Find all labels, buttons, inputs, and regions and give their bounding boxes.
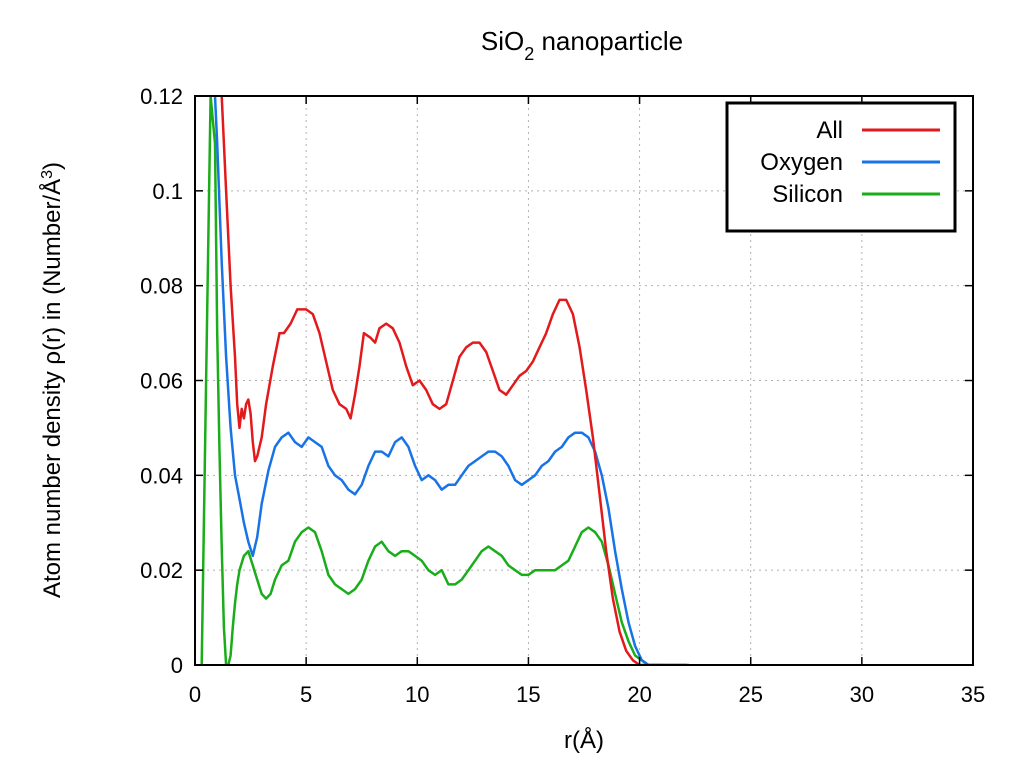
legend-label-oxygen: Oxygen — [760, 149, 843, 176]
chart-title: SiO2 nanoparticle — [481, 26, 683, 64]
chart-title-main: SiO — [481, 26, 524, 56]
x-axis-title: r(Å) — [564, 726, 604, 754]
axes: 0 5 10 15 20 25 30 35 0 0.02 0.04 0.06 0.08 0.1 0.12 — [140, 84, 985, 707]
legend-items: All Oxygen Silicon — [760, 117, 940, 208]
chart-title-subscript: 2 — [524, 44, 534, 64]
y-axis-title-superscript: 3 — [39, 170, 56, 179]
y-axis-title: Atom number density ρ(r) in (Number/Å3) — [38, 162, 66, 598]
plot-frame — [194, 95, 974, 666]
x-tick-label: 35 — [961, 682, 985, 707]
y-tick-label: 0.06 — [140, 369, 183, 394]
series-line-oxygen — [213, 96, 690, 665]
y-tick-label: 0 — [171, 653, 183, 678]
x-tick-label: 5 — [300, 682, 312, 707]
x-tick-label: 10 — [405, 682, 429, 707]
x-tick-label: 0 — [189, 682, 201, 707]
y-tick-label: 0.1 — [152, 179, 183, 204]
x-tick-label: 15 — [516, 682, 540, 707]
y-tick-label: 0.08 — [140, 274, 183, 299]
x-tick-label: 25 — [738, 682, 762, 707]
series-line-all — [220, 96, 688, 665]
y-tick-label: 0.04 — [140, 463, 183, 488]
legend-label-silicon: Silicon — [772, 181, 843, 208]
series-line-silicon — [200, 96, 664, 665]
y-axis-title-main: Atom number density ρ(r) in (Number/Å — [38, 179, 66, 598]
y-tick-label: 0.02 — [140, 558, 183, 583]
y-axis-title-end: ) — [39, 162, 66, 170]
legend-label-all: All — [816, 117, 843, 144]
chart-title-rest: nanoparticle — [534, 26, 683, 56]
x-tick-label: 30 — [850, 682, 874, 707]
x-tick-label: 20 — [627, 682, 651, 707]
series-lines — [200, 96, 690, 665]
y-tick-label: 0.12 — [140, 84, 183, 109]
legend-box — [725, 101, 957, 233]
legend: All Oxygen Silicon — [725, 101, 957, 233]
